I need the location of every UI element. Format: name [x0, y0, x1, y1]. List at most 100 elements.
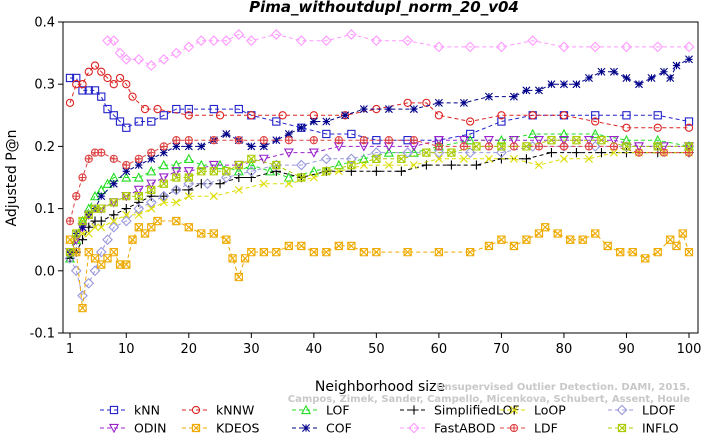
data-point-kdeos	[403, 247, 412, 257]
data-point-ldof	[202, 178, 213, 190]
data-point-simplifiedlof	[109, 210, 119, 220]
y-tick-label: 0.3	[34, 78, 55, 93]
data-point-knnw	[128, 92, 137, 101]
data-point-ldof	[89, 265, 101, 277]
data-point-fastabod	[402, 35, 414, 47]
data-point-ldof	[95, 246, 107, 258]
series-layer	[64, 29, 695, 313]
data-point-odin	[183, 167, 194, 177]
data-point-odin	[258, 154, 269, 165]
data-point-ldof	[345, 153, 357, 165]
data-point-fastabod	[145, 60, 157, 71]
data-point-ldf	[634, 148, 644, 157]
data-point-cof	[322, 117, 331, 126]
series-fastabod	[102, 29, 695, 71]
data-point-lof	[527, 128, 538, 139]
legend-item-knnw: kNNW	[182, 403, 254, 418]
data-point-loop	[122, 210, 131, 219]
legend-label: COF	[326, 421, 352, 434]
data-point-ldf	[172, 136, 181, 145]
data-point-kdeos	[434, 247, 444, 257]
plot-frame	[62, 21, 699, 334]
data-point-loop	[559, 154, 568, 163]
data-point-ldf	[147, 148, 156, 157]
data-point-cof	[172, 142, 181, 151]
data-point-knn	[78, 86, 87, 95]
data-point-loop	[172, 198, 181, 207]
data-point-ldf	[409, 136, 419, 145]
data-point-kdeos	[197, 229, 206, 238]
data-point-cof	[259, 142, 268, 151]
data-point-odin	[533, 136, 544, 146]
series-knnw	[65, 61, 694, 132]
data-point-knn	[90, 86, 100, 95]
data-point-loop	[459, 154, 468, 163]
data-point-ldf	[609, 142, 619, 151]
plot-area	[62, 21, 699, 334]
data-point-knn	[147, 117, 156, 126]
data-point-kdeos	[522, 235, 531, 244]
data-point-knn	[134, 117, 143, 126]
data-point-ldf	[334, 136, 344, 145]
data-point-knnw	[278, 111, 287, 120]
data-point-inflo	[372, 154, 381, 163]
data-point-kdeos	[672, 241, 681, 251]
series-ldf	[65, 136, 694, 226]
data-point-kdeos	[109, 247, 118, 257]
data-point-fastabod	[233, 29, 245, 40]
legend-label: LoOP	[534, 403, 566, 418]
data-point-knn	[84, 86, 93, 95]
data-point-kdeos	[603, 241, 612, 251]
data-point-knn	[103, 104, 112, 114]
data-point-ldof	[464, 147, 476, 158]
data-point-odin	[208, 160, 219, 171]
data-point-odin	[133, 185, 144, 196]
data-point-knn	[272, 117, 281, 126]
data-point-fastabod	[345, 29, 357, 40]
legend-swatch-marker	[191, 405, 201, 415]
data-point-inflo	[247, 154, 256, 163]
data-point-simplifiedlof	[371, 166, 381, 176]
data-point-ldof	[220, 172, 232, 183]
data-point-ldof	[120, 215, 132, 227]
x-tick-label: 80	[556, 342, 573, 357]
data-point-cof	[672, 61, 681, 70]
data-point-ldof	[433, 147, 445, 158]
data-point-simplifiedlof	[546, 148, 557, 158]
data-point-ldf	[109, 154, 118, 163]
legend-swatch-marker	[510, 406, 518, 414]
data-point-kdeos	[466, 247, 475, 257]
data-point-kdeos	[653, 247, 662, 257]
data-point-ldf	[259, 136, 268, 145]
legend-label: kNNW	[216, 403, 254, 418]
data-point-fastabod	[295, 35, 307, 47]
data-point-loop	[284, 179, 293, 188]
legend-item-inflo: INFLO	[608, 421, 679, 434]
data-point-lof	[246, 159, 257, 170]
data-point-knnw	[591, 117, 600, 126]
data-point-inflo	[653, 142, 662, 151]
data-point-ldof	[108, 221, 120, 233]
data-point-inflo	[547, 136, 556, 145]
data-point-cof	[547, 80, 556, 89]
data-point-kdeos	[122, 260, 131, 269]
data-point-simplifiedlof	[184, 185, 194, 195]
data-point-kdeos	[259, 247, 268, 257]
data-point-knn	[684, 117, 694, 126]
y-axis-label: Adjusted P@n	[4, 129, 20, 226]
data-point-kdeos	[578, 235, 587, 244]
y-tick-label: 0.4	[34, 16, 55, 31]
data-point-loop	[134, 210, 143, 219]
data-point-fastabod	[108, 35, 120, 47]
legend-item-simplifiedlof: SimplifiedLOF	[400, 403, 520, 418]
data-point-kdeos	[209, 229, 218, 238]
data-point-inflo	[397, 154, 406, 163]
data-point-fastabod	[589, 41, 601, 53]
legend-label: INFLO	[642, 421, 679, 434]
data-point-loop	[609, 148, 618, 157]
data-point-cof	[660, 67, 668, 76]
data-point-knnw	[247, 111, 256, 120]
data-point-odin	[146, 179, 157, 189]
legend-label: kNN	[134, 403, 160, 418]
data-point-knn	[322, 129, 331, 139]
